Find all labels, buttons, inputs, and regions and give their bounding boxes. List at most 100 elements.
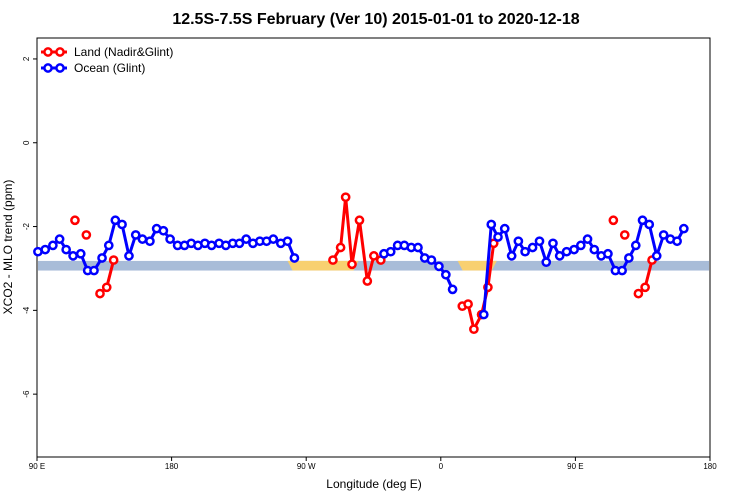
y-tick-label-4: -6 [22, 390, 31, 398]
series-0-point-2 [95, 288, 105, 299]
series-0-point-9 [354, 215, 365, 226]
series-1-point-54 [513, 236, 524, 247]
series-1-point-53 [506, 251, 517, 261]
legend-land-label: Land (Nadir&Glint) [74, 45, 173, 59]
series-1-point-9 [97, 253, 107, 263]
series-1-point-51 [493, 232, 503, 242]
y-tick-label-0: 2 [22, 56, 31, 61]
series-1-point-12 [117, 219, 127, 230]
series-1-point-37 [289, 253, 300, 263]
series-1-point-5 [68, 251, 78, 261]
y-tick-label-3: -4 [22, 306, 31, 314]
series-1-point-13 [124, 251, 134, 261]
series-1-point-70 [624, 253, 634, 263]
land-band-segment-0 [287, 260, 359, 271]
series-1-point-52 [499, 223, 510, 234]
series-1-point-71 [630, 240, 641, 251]
series-1-point-48 [447, 284, 458, 295]
series-1-point-49 [478, 309, 489, 320]
series-0-point-20 [619, 230, 630, 240]
series-1-point-19 [165, 234, 175, 244]
series-1-point-78 [678, 223, 689, 234]
series-1-point-36 [282, 236, 293, 247]
y-axis-label: XCO2 - MLO trend (ppm) [1, 180, 15, 315]
legend-land-swatch-marker-2 [55, 47, 65, 57]
series-1-point-59 [548, 238, 558, 249]
series-0-point-11 [369, 251, 379, 261]
x-tick-label-2: 90 W [297, 462, 316, 471]
series-0-point-22 [640, 282, 650, 293]
series-1-point-63 [575, 240, 586, 251]
series-1-point-39 [385, 246, 396, 257]
series-1-point-47 [440, 269, 451, 280]
series-1-point-2 [48, 240, 58, 251]
legend-land-swatch-marker [43, 47, 53, 57]
series-1-point-30 [241, 234, 252, 244]
series-1-point-74 [651, 251, 662, 261]
series-0-point-6 [335, 242, 346, 253]
legend: Land (Nadir&Glint) Ocean (Glint) [41, 45, 173, 75]
series-0-point-21 [633, 288, 644, 299]
plot-frame [36, 37, 711, 458]
y-tick-label-1: 0 [22, 140, 31, 145]
series-0-point-3 [101, 282, 112, 293]
series-1-point-77 [672, 236, 682, 247]
series-1-point-65 [589, 244, 600, 255]
series-1-point-64 [582, 234, 593, 244]
series-1-point-4 [61, 244, 72, 255]
series-1-point-72 [637, 215, 648, 226]
ocean-band [38, 260, 709, 271]
series-1-point-43 [413, 242, 423, 253]
series-1-point-56 [527, 242, 538, 253]
series-1-point-11 [110, 215, 121, 226]
x-tick-label-1: 180 [165, 462, 179, 471]
chart-title: 12.5S-7.5S February (Ver 10) 2015-01-01 … [172, 11, 579, 28]
series-1-point-3 [54, 234, 65, 244]
series-0-point-5 [328, 255, 338, 265]
series-1-point-58 [541, 257, 552, 268]
series-0-point-14 [463, 299, 473, 309]
series-1-point-18 [158, 225, 169, 236]
legend-ocean-swatch-marker-2 [55, 63, 65, 73]
series-0-point-7 [340, 192, 351, 203]
series-1-point-29 [234, 238, 245, 249]
y-axis-ticks: 2 0 -2 -4 -6 [22, 56, 37, 398]
x-tick-label-5: 180 [703, 462, 717, 471]
x-axis-label: Longitude (deg E) [326, 477, 421, 491]
series-1-point-34 [268, 234, 279, 244]
series-0-point-15 [469, 324, 479, 335]
series-0-point-4 [108, 255, 119, 265]
series-1-point-73 [644, 219, 655, 230]
series-1-point-69 [617, 265, 627, 276]
series-1-point-57 [534, 236, 545, 247]
series-1-point-61 [561, 246, 572, 257]
series-1-point-14 [130, 230, 141, 240]
x-tick-label-4: 90 E [567, 462, 583, 471]
series-1-point-25 [206, 240, 217, 251]
series-1-point-60 [554, 251, 565, 261]
series-1-point-8 [89, 265, 99, 276]
series-1-point-16 [145, 236, 155, 247]
series-1-point-67 [603, 248, 613, 259]
x-axis-ticks: 90 E 180 90 W 0 90 E 180 [29, 457, 717, 471]
series-1-point-15 [137, 234, 148, 244]
series-0-point-8 [347, 259, 357, 270]
legend-ocean-swatch-marker [43, 63, 53, 73]
series-0-point-0 [70, 215, 80, 226]
series-1-point-62 [569, 244, 579, 255]
x-tick-label-0: 90 E [29, 462, 45, 471]
series-1-point-75 [658, 230, 669, 240]
series-1-point-6 [75, 248, 86, 259]
series-1 [33, 215, 689, 320]
series-1-point-45 [426, 255, 437, 265]
series-layer [33, 192, 689, 335]
legend-ocean-label: Ocean (Glint) [74, 61, 145, 75]
series-1-point-55 [520, 246, 530, 257]
series-0-point-19 [608, 215, 619, 226]
series-0-point-1 [81, 230, 92, 240]
series-0-point-10 [362, 276, 373, 286]
series-1-point-1 [40, 244, 51, 255]
series-1-point-46 [434, 261, 444, 272]
series-1-point-10 [103, 240, 114, 251]
